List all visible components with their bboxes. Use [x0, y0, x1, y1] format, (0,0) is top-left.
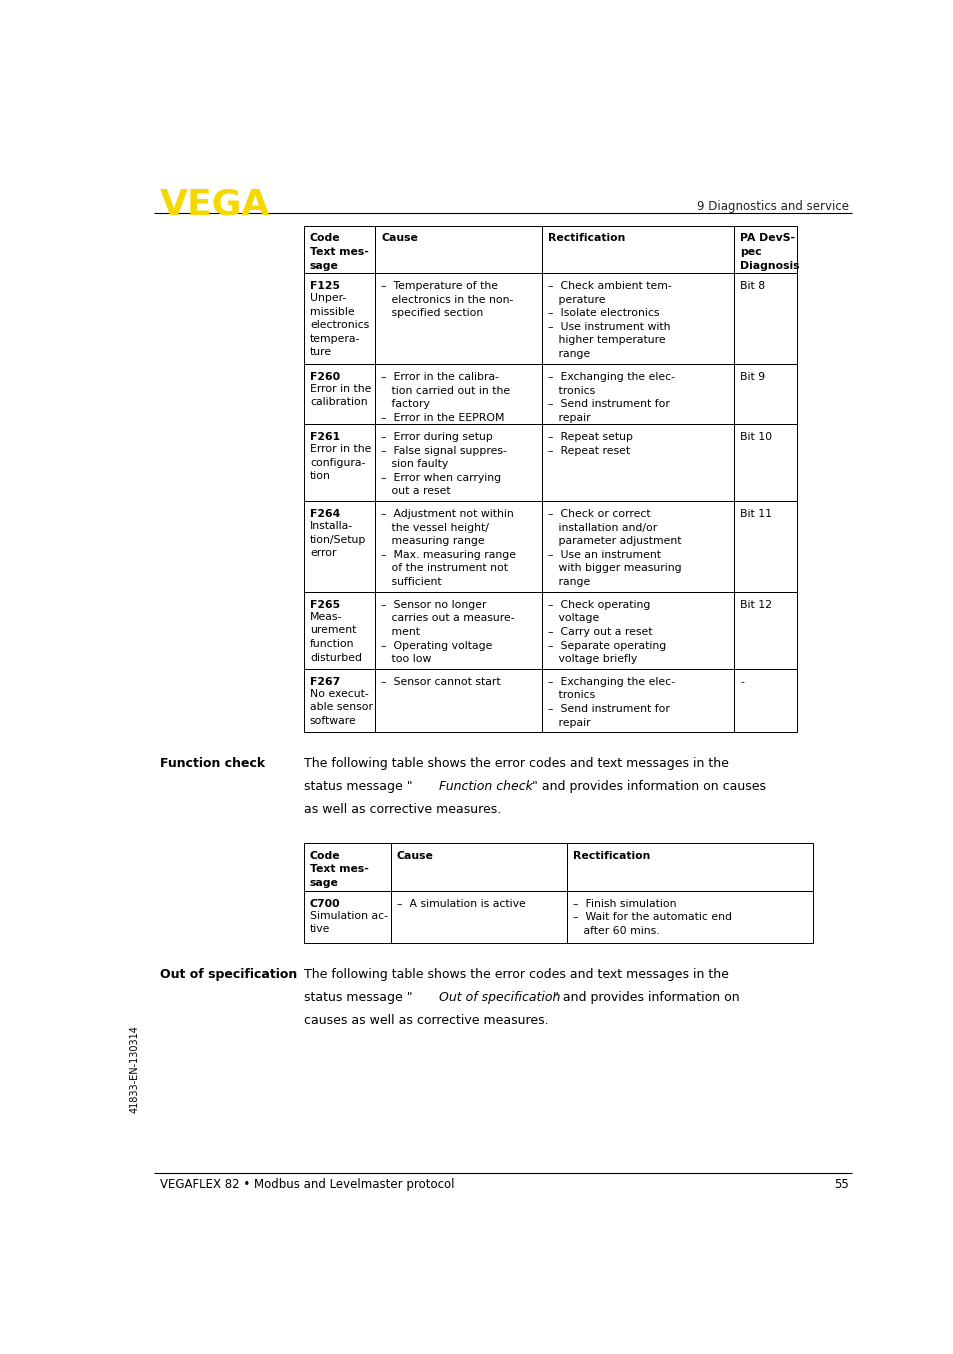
- Bar: [303, 669, 375, 733]
- Text: " and provides information on: " and provides information on: [553, 991, 740, 1005]
- Text: –  Sensor cannot start: – Sensor cannot start: [381, 677, 500, 686]
- Text: Rectification: Rectification: [573, 850, 650, 861]
- Bar: [375, 424, 541, 501]
- Bar: [733, 501, 797, 592]
- Bar: [541, 226, 733, 274]
- Text: F261: F261: [310, 432, 339, 441]
- Text: –  Sensor no longer
   carries out a measure-
   ment
–  Operating voltage
   to: – Sensor no longer carries out a measure…: [381, 600, 515, 665]
- Text: F265: F265: [310, 600, 339, 609]
- Text: –  Temperature of the
   electronics in the non-
   specified section: – Temperature of the electronics in the …: [381, 282, 513, 318]
- Bar: [375, 364, 541, 424]
- Bar: [733, 424, 797, 501]
- Bar: [733, 364, 797, 424]
- Text: –  Error during setup
–  False signal suppres-
   sion faulty
–  Error when carr: – Error during setup – False signal supp…: [381, 432, 507, 497]
- Text: 9 Diagnostics and service: 9 Diagnostics and service: [697, 200, 848, 213]
- Bar: [541, 592, 733, 669]
- Text: Bit 10: Bit 10: [740, 432, 771, 441]
- Text: Out of specification: Out of specification: [438, 991, 559, 1005]
- Text: as well as corrective measures.: as well as corrective measures.: [303, 803, 500, 816]
- Bar: [375, 669, 541, 733]
- Text: Code
Text mes-
sage: Code Text mes- sage: [310, 850, 369, 888]
- Bar: [733, 274, 797, 364]
- Text: Function check: Function check: [438, 780, 532, 793]
- Bar: [303, 501, 375, 592]
- Bar: [375, 501, 541, 592]
- Text: –  Check or correct
   installation and/or
   parameter adjustment
–  Use an ins: – Check or correct installation and/or p…: [547, 509, 680, 588]
- Text: 41833-EN-130314: 41833-EN-130314: [130, 1025, 139, 1113]
- Bar: [390, 844, 567, 891]
- Text: VEGAFLEX 82 • Modbus and Levelmaster protocol: VEGAFLEX 82 • Modbus and Levelmaster pro…: [159, 1178, 454, 1192]
- Text: Error in the
calibration: Error in the calibration: [310, 383, 371, 408]
- Text: Meas-
urement
function
disturbed: Meas- urement function disturbed: [310, 612, 361, 662]
- Bar: [733, 592, 797, 669]
- Bar: [541, 364, 733, 424]
- Bar: [541, 501, 733, 592]
- Text: Code
Text mes-
sage: Code Text mes- sage: [310, 233, 369, 271]
- Text: Cause: Cause: [396, 850, 433, 861]
- Text: –  Exchanging the elec-
   tronics
–  Send instrument for
   repair: – Exchanging the elec- tronics – Send in…: [547, 677, 674, 727]
- Bar: [733, 226, 797, 274]
- Bar: [303, 844, 390, 891]
- Text: –  Error in the calibra-
   tion carried out in the
   factory
–  Error in the E: – Error in the calibra- tion carried out…: [381, 372, 510, 422]
- Text: –  Adjustment not within
   the vessel height/
   measuring range
–  Max. measur: – Adjustment not within the vessel heigh…: [381, 509, 516, 588]
- Bar: [390, 891, 567, 944]
- Text: F125: F125: [310, 282, 339, 291]
- Bar: [541, 274, 733, 364]
- Bar: [375, 592, 541, 669]
- Bar: [375, 226, 541, 274]
- Bar: [733, 669, 797, 733]
- Text: causes as well as corrective measures.: causes as well as corrective measures.: [303, 1014, 548, 1028]
- Text: Installa-
tion/Setup
error: Installa- tion/Setup error: [310, 521, 366, 558]
- Text: Out of specification: Out of specification: [159, 968, 296, 980]
- Bar: [567, 844, 812, 891]
- Text: status message ": status message ": [303, 780, 412, 793]
- Text: Error in the
configura-
tion: Error in the configura- tion: [310, 444, 371, 481]
- Text: The following table shows the error codes and text messages in the: The following table shows the error code…: [303, 968, 728, 980]
- Text: Simulation ac-
tive: Simulation ac- tive: [310, 910, 388, 934]
- Text: No execut-
able sensor
software: No execut- able sensor software: [310, 689, 373, 726]
- Text: C700: C700: [310, 899, 340, 909]
- Text: Bit 8: Bit 8: [740, 282, 764, 291]
- Text: The following table shows the error codes and text messages in the: The following table shows the error code…: [303, 757, 728, 770]
- Text: -: -: [740, 677, 743, 686]
- Text: Unper-
missible
electronics
tempera-
ture: Unper- missible electronics tempera- tur…: [310, 292, 369, 357]
- Bar: [303, 891, 390, 944]
- Bar: [303, 274, 375, 364]
- Text: status message ": status message ": [303, 991, 412, 1005]
- Text: F267: F267: [310, 677, 340, 686]
- Bar: [375, 274, 541, 364]
- Text: Bit 11: Bit 11: [740, 509, 771, 519]
- Text: PA DevS-
pec
Diagnosis: PA DevS- pec Diagnosis: [740, 233, 799, 271]
- Text: Cause: Cause: [381, 233, 417, 244]
- Text: –  Repeat setup
–  Repeat reset: – Repeat setup – Repeat reset: [547, 432, 632, 455]
- Bar: [303, 226, 375, 274]
- Bar: [303, 424, 375, 501]
- Text: –  Finish simulation
–  Wait for the automatic end
   after 60 mins.: – Finish simulation – Wait for the autom…: [573, 899, 732, 936]
- Text: –  A simulation is active: – A simulation is active: [396, 899, 525, 909]
- Text: VEGA: VEGA: [159, 187, 270, 221]
- Text: Bit 9: Bit 9: [740, 372, 764, 382]
- Text: –  Check ambient tem-
   perature
–  Isolate electronics
–  Use instrument with
: – Check ambient tem- perature – Isolate …: [547, 282, 671, 359]
- Text: F260: F260: [310, 372, 339, 382]
- Text: " and provides information on causes: " and provides information on causes: [532, 780, 765, 793]
- Bar: [303, 364, 375, 424]
- Bar: [541, 424, 733, 501]
- Text: 55: 55: [834, 1178, 848, 1192]
- Text: –  Check operating
   voltage
–  Carry out a reset
–  Separate operating
   volt: – Check operating voltage – Carry out a …: [547, 600, 665, 665]
- Bar: [303, 592, 375, 669]
- Text: Function check: Function check: [159, 757, 264, 770]
- Text: Bit 12: Bit 12: [740, 600, 771, 609]
- Bar: [541, 669, 733, 733]
- Text: –  Exchanging the elec-
   tronics
–  Send instrument for
   repair: – Exchanging the elec- tronics – Send in…: [547, 372, 674, 422]
- Text: F264: F264: [310, 509, 340, 519]
- Bar: [567, 891, 812, 944]
- Text: Rectification: Rectification: [547, 233, 624, 244]
